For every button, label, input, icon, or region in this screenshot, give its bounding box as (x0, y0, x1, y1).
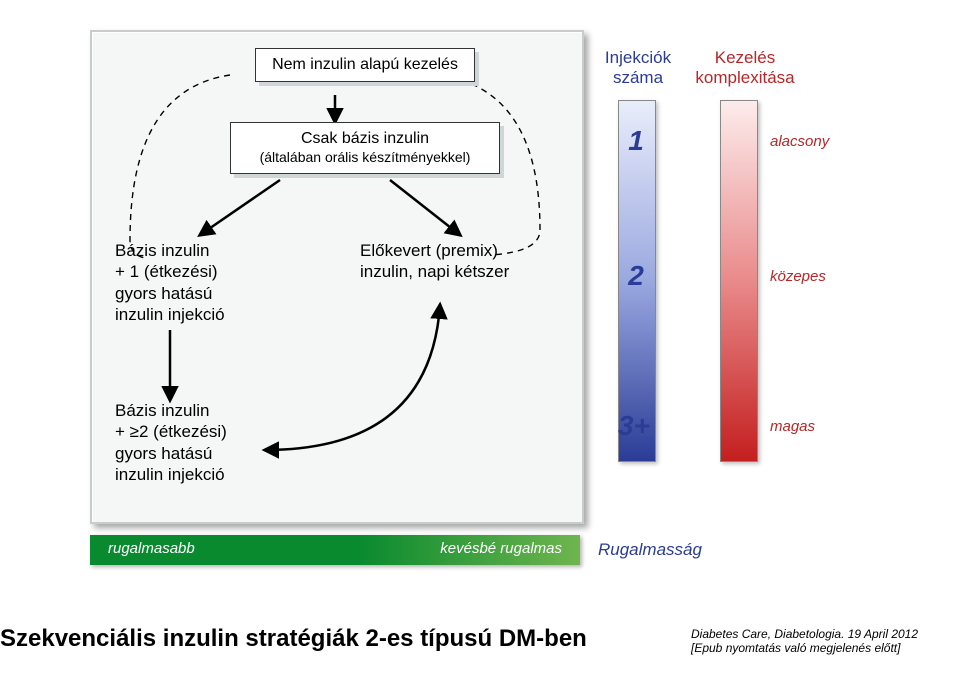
page-title: Szekvenciális inzulin stratégiák 2-es tí… (0, 625, 587, 653)
complexity-level-2: közepes (770, 268, 826, 285)
complexity-header: Kezelés komplexitása (690, 48, 800, 87)
node-non-insulin-label: Nem inzulin alapú kezelés (272, 56, 458, 73)
injection-count-3: 3+ (614, 410, 654, 442)
citation: Diabetes Care, Diabetologia. 19 April 20… (691, 627, 951, 655)
flexibility-label: Rugalmasság (598, 540, 702, 560)
injections-header: Injekciók száma (598, 48, 678, 87)
flexibility-bar: rugalmasabb kevésbé rugalmas (90, 535, 580, 565)
node-basal-only: Csak bázis inzulin (általában orális kés… (230, 122, 500, 174)
injection-count-1: 1 (616, 125, 656, 157)
node-basal-only-line1: Csak bázis inzulin (245, 129, 485, 149)
flex-right-label: kevésbé rugalmas (440, 540, 562, 557)
node-premix: Előkevert (premix) inzulin, napi kétszer (360, 240, 509, 283)
injection-count-2: 2 (616, 260, 656, 292)
flex-left-label: rugalmasabb (108, 540, 195, 557)
complexity-level-3: magas (770, 418, 815, 435)
node-basal-plus-2: Bázis inzulin + ≥2 (étkezési) gyors hatá… (115, 400, 227, 485)
node-basal-plus-1: Bázis inzulin + 1 (étkezési) gyors hatás… (115, 240, 225, 325)
node-basal-only-line2: (általában orális készítményekkel) (245, 149, 485, 167)
complexity-level-1: alacsony (770, 133, 829, 150)
complexity-bar (720, 100, 758, 462)
node-non-insulin: Nem inzulin alapú kezelés (255, 48, 475, 82)
